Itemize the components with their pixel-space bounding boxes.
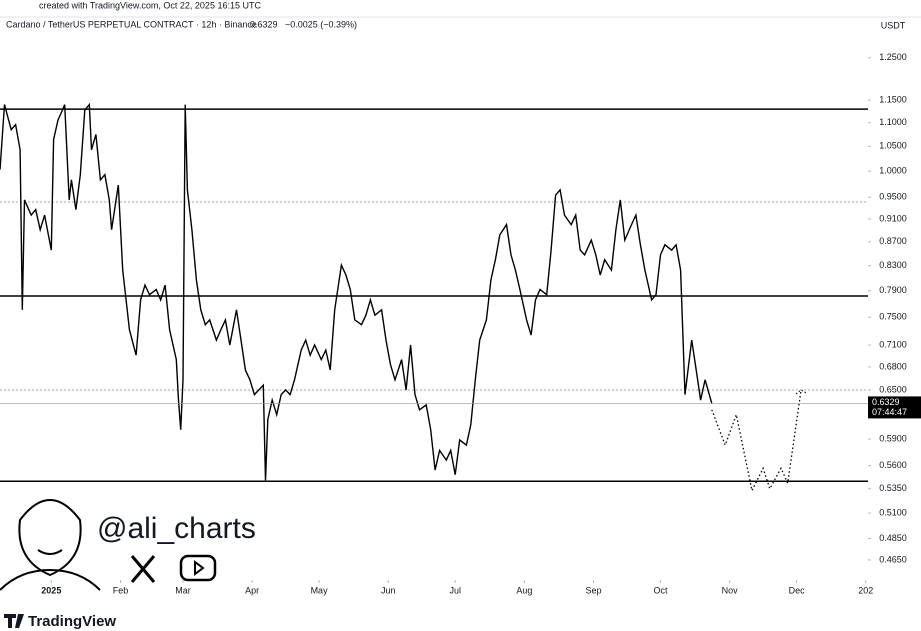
x-tick-label: Aug <box>516 585 532 595</box>
created-note: created with TradingView.com, Oct 22, 20… <box>39 0 261 10</box>
y-tick-label: 1.0500 <box>879 141 907 151</box>
y-tick-label: 0.5350 <box>879 483 907 493</box>
x-tick-label: Jun <box>381 585 396 595</box>
x-tick-label: May <box>311 585 329 595</box>
shoulders <box>0 568 101 591</box>
y-tick-label: 0.7900 <box>879 285 907 295</box>
x-icon <box>130 555 156 583</box>
y-tick-label: 0.5600 <box>879 460 907 470</box>
countdown: 07:44:47 <box>872 407 907 417</box>
x-tick-label: Oct <box>653 585 668 595</box>
x-tick-label: Apr <box>245 585 259 595</box>
currency: USDT <box>881 20 906 30</box>
y-tick-label: 0.7500 <box>879 312 907 322</box>
y-tick-label: 0.4850 <box>879 533 907 543</box>
youtube-icon <box>179 554 217 582</box>
x-tick-label: 2025 <box>41 585 61 595</box>
y-tick-label: 0.8700 <box>879 236 907 246</box>
youtube-play <box>194 560 205 576</box>
y-tick-label: 1.1500 <box>879 95 907 105</box>
x-tick-label: Sep <box>586 585 602 595</box>
smile <box>37 549 63 555</box>
y-tick-label: 0.5100 <box>879 507 907 517</box>
x-tick-label: Feb <box>113 585 129 595</box>
y-tick-label: 0.5900 <box>879 433 907 443</box>
y-tick-label: 0.6800 <box>879 361 907 371</box>
y-tick-label: 0.9100 <box>879 213 907 223</box>
price-line <box>0 102 713 481</box>
price-change: −0.0025 (−0.39%) <box>285 19 357 29</box>
y-tick-label: 1.0000 <box>879 166 907 176</box>
projection-line <box>711 389 802 493</box>
plot: 1.2500 1.1500 1.1000 1.0500 1.0000 0.9500 0.91… <box>0 52 921 595</box>
price-tag <box>868 396 921 419</box>
x-tick-label: Mar <box>175 585 191 595</box>
avatar <box>0 499 101 591</box>
y-tick-label: 0.9500 <box>879 192 907 202</box>
y-tick-label: 0.8300 <box>879 260 907 270</box>
y-tick-label: 1.1000 <box>879 117 907 127</box>
brand-logo <box>4 614 24 628</box>
y-tick-label: 0.4650 <box>879 554 907 564</box>
x-tick-label: Dec <box>789 585 806 595</box>
price-tag-label: 0.6329 <box>872 397 900 407</box>
y-tick-label: 1.2500 <box>879 52 907 62</box>
x-tick-label: 202 <box>858 585 873 595</box>
symbol: Cardano / TetherUS PERPETUAL CONTRACT · … <box>6 19 257 29</box>
y-tick-label: 0.6500 <box>879 384 907 394</box>
last-price: 0.6329 <box>250 19 278 29</box>
watermark: @ali_charts <box>97 512 256 545</box>
y-tick-label: 0.7100 <box>879 339 907 349</box>
x-tick-label: Nov <box>722 585 739 595</box>
x-tick-label: Jul <box>449 585 461 595</box>
face <box>18 499 82 577</box>
brand: TradingView <box>28 613 116 630</box>
